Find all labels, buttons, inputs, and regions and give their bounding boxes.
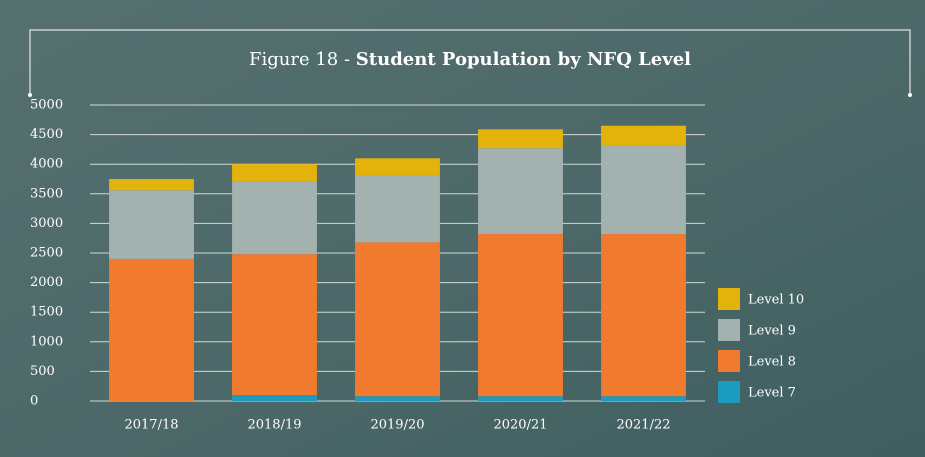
x-tick-label: 2017/18 — [124, 418, 178, 433]
title-main: Student Population by NFQ Level — [356, 49, 691, 70]
y-tick-label: 500 — [30, 364, 55, 379]
bar-segment — [478, 148, 563, 234]
legend-swatch — [718, 350, 740, 372]
legend-swatch — [718, 381, 740, 403]
bar-segment — [232, 181, 317, 254]
x-tick-label: 2021/22 — [616, 418, 670, 433]
bar-segment — [232, 164, 317, 181]
y-tick-label: 2500 — [30, 246, 63, 261]
bar-segment — [601, 234, 686, 396]
legend-label: Level 9 — [748, 324, 796, 339]
bar-segment — [355, 158, 440, 175]
y-tick-label: 5000 — [30, 98, 63, 113]
bar-segment — [355, 242, 440, 396]
legend-swatch — [718, 319, 740, 341]
frame-dot — [908, 93, 912, 97]
bar-segment — [478, 396, 563, 401]
y-tick-label: 2000 — [30, 275, 63, 290]
bar-segment — [601, 396, 686, 401]
bar-segment — [109, 179, 194, 190]
legend-label: Level 8 — [748, 355, 796, 370]
chart-title: Figure 18 - Student Population by NFQ Le… — [249, 49, 691, 70]
chart: Figure 18 - Student Population by NFQ Le… — [0, 0, 925, 457]
bar-segment — [478, 234, 563, 396]
bar-segment — [601, 146, 686, 234]
bar-segment — [109, 190, 194, 259]
x-tick-label: 2018/19 — [247, 418, 301, 433]
legend-label: Level 7 — [748, 386, 796, 401]
bar-segment — [601, 126, 686, 146]
y-tick-label: 4500 — [30, 127, 63, 142]
y-tick-label: 3500 — [30, 186, 63, 201]
title-prefix: Figure 18 - — [249, 49, 350, 70]
bar-segment — [109, 259, 194, 401]
bar-segment — [355, 396, 440, 401]
frame-dot — [28, 93, 32, 97]
y-tick-label: 0 — [30, 394, 38, 409]
legend-swatch — [718, 288, 740, 310]
legend-label: Level 10 — [748, 293, 804, 308]
x-tick-label: 2020/21 — [493, 418, 547, 433]
bar-segment — [232, 395, 317, 401]
bar-segment — [355, 175, 440, 242]
y-tick-label: 1500 — [30, 305, 63, 320]
y-tick-label: 4000 — [30, 157, 63, 172]
bar-segment — [478, 129, 563, 148]
y-tick-label: 3000 — [30, 216, 63, 231]
x-tick-label: 2019/20 — [370, 418, 424, 433]
bar-segment — [232, 254, 317, 395]
y-tick-label: 1000 — [30, 334, 63, 349]
